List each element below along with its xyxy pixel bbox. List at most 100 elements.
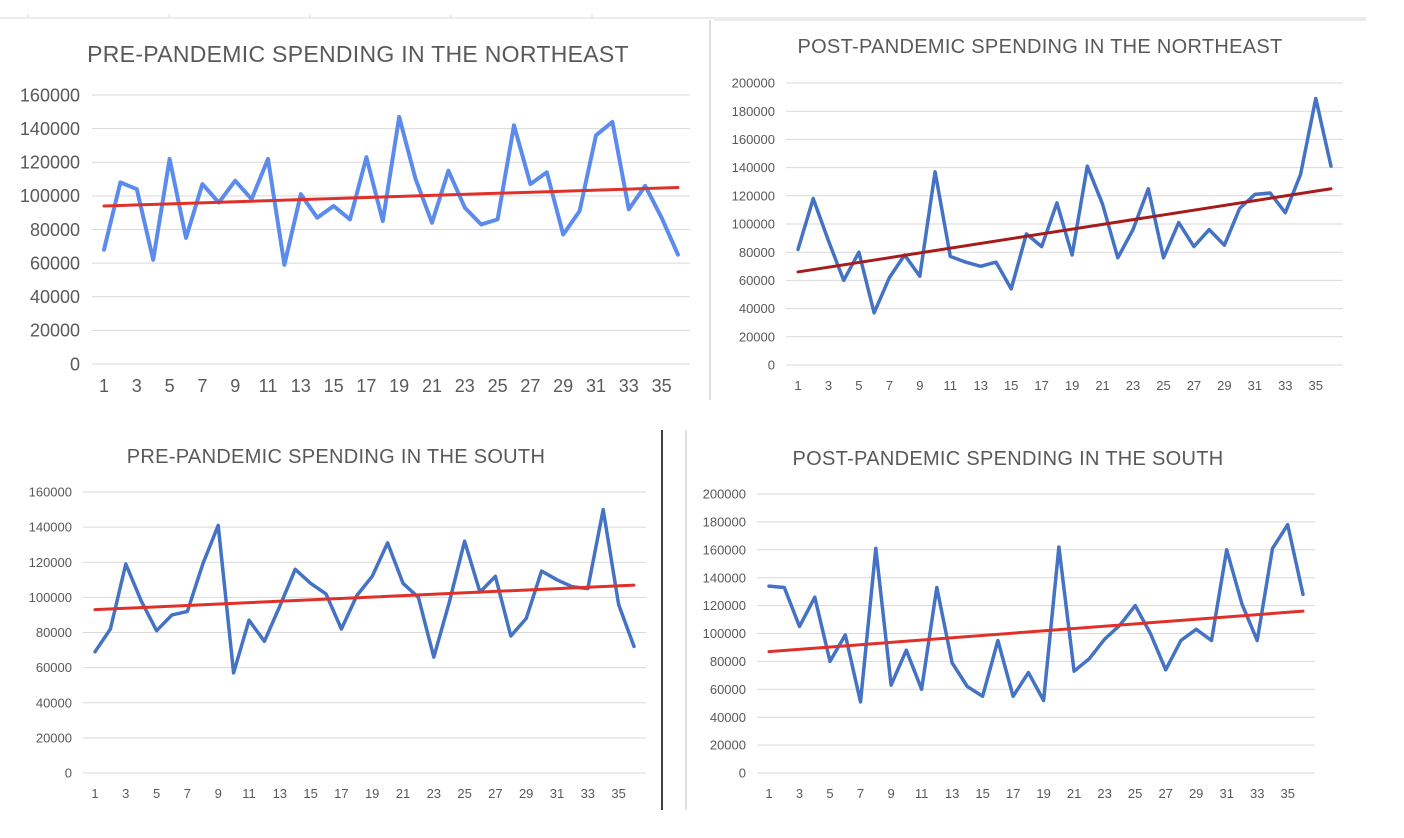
x-tick-label: 3 — [122, 786, 129, 801]
y-tick-label: 160000 — [732, 132, 775, 147]
x-tick-label: 29 — [1217, 378, 1231, 393]
x-tick-label: 7 — [886, 378, 893, 393]
y-tick-label: 40000 — [710, 710, 746, 725]
x-tick-label: 23 — [1097, 786, 1111, 801]
x-tick-label: 13 — [273, 786, 287, 801]
y-tick-label: 80000 — [30, 220, 80, 240]
y-tick-label: 0 — [768, 358, 775, 373]
y-tick-label: 120000 — [29, 555, 72, 570]
y-tick-label: 0 — [739, 766, 746, 781]
y-tick-label: 60000 — [710, 682, 746, 697]
chart-title: POST-PANDEMIC SPENDING IN THE SOUTH — [793, 448, 1224, 470]
x-tick-label: 1 — [765, 786, 772, 801]
y-tick-label: 140000 — [703, 570, 746, 585]
x-tick-label: 31 — [1248, 378, 1262, 393]
x-tick-label: 21 — [396, 786, 410, 801]
chart-title: PRE-PANDEMIC SPENDING IN THE SOUTH — [127, 446, 545, 468]
chart-title: PRE-PANDEMIC SPENDING IN THE NORTHEAST — [87, 41, 629, 67]
y-tick-label: 180000 — [703, 514, 746, 529]
trendline — [102, 185, 680, 208]
chart-post-pandemic-south: POST-PANDEMIC SPENDING IN THE SOUTH 0 2000… — [703, 448, 1315, 801]
x-tick-label: 27 — [1187, 378, 1201, 393]
x-tick-label: 7 — [184, 786, 191, 801]
y-tick-label: 120000 — [20, 153, 80, 173]
x-tick-label: 1 — [91, 786, 98, 801]
series-line — [767, 522, 1305, 704]
x-tick-label: 35 — [611, 786, 625, 801]
y-tick-label: 140000 — [29, 520, 72, 535]
x-tick-label: 7 — [857, 786, 864, 801]
x-tick-label: 17 — [334, 786, 348, 801]
x-tick-label: 21 — [1067, 786, 1081, 801]
y-tick-label: 80000 — [710, 654, 746, 669]
y-tick-label: 40000 — [30, 287, 80, 307]
x-tick-label: 15 — [324, 376, 344, 396]
y-tick-label: 160000 — [20, 85, 80, 105]
x-tick-label: 11 — [915, 786, 929, 801]
y-tick-label: 100000 — [29, 590, 72, 605]
x-tick-label: 23 — [1126, 378, 1140, 393]
x-tick-label: 31 — [550, 786, 564, 801]
y-tick-label: 60000 — [739, 273, 775, 288]
x-tick-label: 13 — [291, 376, 311, 396]
x-tick-label: 35 — [652, 376, 672, 396]
x-tick-label: 33 — [619, 376, 639, 396]
y-tick-label: 140000 — [20, 119, 80, 139]
x-tick-label: 1 — [99, 376, 109, 396]
trendline — [93, 583, 636, 612]
x-tick-label: 7 — [197, 376, 207, 396]
y-tick-label: 200000 — [703, 487, 746, 502]
x-tick-label: 19 — [1065, 378, 1079, 393]
x-tick-label: 19 — [1036, 786, 1050, 801]
trendline — [796, 187, 1333, 274]
x-tick-label: 25 — [488, 376, 508, 396]
y-tick-label: 140000 — [732, 160, 775, 175]
x-tick-label: 27 — [520, 376, 540, 396]
x-tick-label: 9 — [230, 376, 240, 396]
chart-title: POST-PANDEMIC SPENDING IN THE NORTHEAST — [797, 36, 1282, 58]
y-tick-label: 120000 — [703, 598, 746, 613]
y-tick-label: 20000 — [739, 329, 775, 344]
x-tick-label: 31 — [586, 376, 606, 396]
x-tick-label: 27 — [488, 786, 502, 801]
x-tick-label: 33 — [581, 786, 595, 801]
x-tick-label: 33 — [1250, 786, 1264, 801]
chart-pre-pandemic-south: PRE-PANDEMIC SPENDING IN THE SOUTH 0 20000… — [29, 446, 646, 801]
y-tick-label: 160000 — [29, 485, 72, 500]
x-tick-label: 11 — [944, 378, 958, 393]
x-tick-label: 5 — [153, 786, 160, 801]
x-tick-label: 35 — [1281, 786, 1295, 801]
chart-post-pandemic-northeast: POST-PANDEMIC SPENDING IN THE NORTHEAST 0… — [732, 36, 1343, 393]
x-tick-label: 5 — [826, 786, 833, 801]
x-tick-label: 9 — [215, 786, 222, 801]
chart-pre-pandemic-northeast: PRE-PANDEMIC SPENDING IN THE NORTHEAST 0 2… — [20, 41, 690, 396]
x-tick-label: 19 — [389, 376, 409, 396]
x-tick-label: 17 — [356, 376, 376, 396]
x-tick-label: 5 — [165, 376, 175, 396]
x-tick-label: 13 — [974, 378, 988, 393]
y-tick-label: 40000 — [739, 301, 775, 316]
y-tick-label: 60000 — [36, 660, 72, 675]
y-tick-label: 180000 — [732, 104, 775, 119]
series-line — [102, 114, 680, 267]
x-tick-label: 27 — [1158, 786, 1172, 801]
y-tick-label: 120000 — [732, 188, 775, 203]
y-tick-label: 100000 — [20, 186, 80, 206]
y-tick-label: 0 — [65, 766, 72, 781]
y-tick-label: 100000 — [703, 626, 746, 641]
y-tick-label: 40000 — [36, 695, 72, 710]
spreadsheet-top-border — [0, 14, 1366, 19]
y-tick-label: 60000 — [30, 253, 80, 273]
x-tick-label: 23 — [427, 786, 441, 801]
y-tick-label: 80000 — [36, 625, 72, 640]
x-tick-label: 19 — [365, 786, 379, 801]
x-tick-label: 29 — [1189, 786, 1203, 801]
y-tick-label: 20000 — [710, 738, 746, 753]
x-tick-label: 25 — [457, 786, 471, 801]
x-tick-label: 3 — [796, 786, 803, 801]
x-tick-label: 29 — [553, 376, 573, 396]
x-tick-label: 21 — [1095, 378, 1109, 393]
x-tick-label: 29 — [519, 786, 533, 801]
y-tick-label: 160000 — [703, 542, 746, 557]
